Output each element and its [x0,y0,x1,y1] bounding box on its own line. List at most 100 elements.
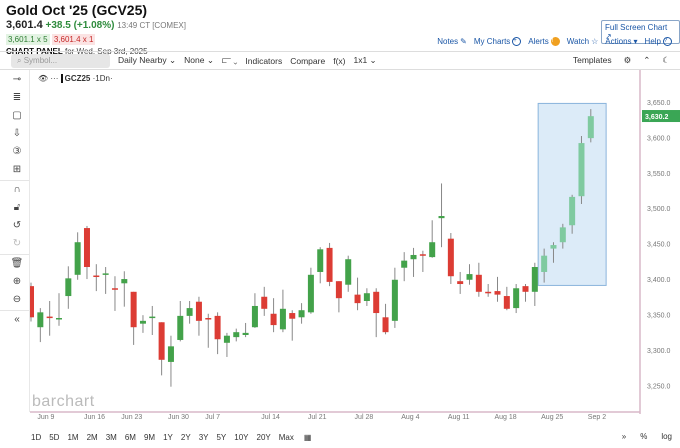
indicators-button[interactable]: Indicators [245,55,283,66]
candle[interactable] [466,264,473,285]
candle[interactable] [363,288,370,306]
candle[interactable] [578,135,585,204]
bar-type-dropdown[interactable]: ⫍ ⌄ [221,55,238,65]
candle[interactable] [111,276,118,311]
candle[interactable] [569,194,576,234]
none-dropdown[interactable]: None ⌄ [184,55,214,65]
fib-tool-icon[interactable]: ≣ [12,92,22,103]
candle[interactable] [485,284,492,297]
range-9m[interactable]: 9M [143,432,156,442]
candle[interactable] [382,303,389,335]
candle[interactable] [503,286,510,311]
candle[interactable] [195,296,202,336]
candle[interactable] [167,335,174,387]
candle[interactable] [475,262,482,297]
watch-link[interactable]: Watch ☆ [567,37,599,46]
log-toggle[interactable]: log [661,432,672,441]
candle[interactable] [74,232,81,280]
candle[interactable] [223,332,230,357]
candle[interactable] [447,233,454,285]
unlock-icon[interactable]: 🔓︎ [13,202,21,213]
expand-icon[interactable]: » [621,432,627,441]
candlestick-chart[interactable]: 3,650.0 3,600.0 3,550.0 3,500.0 3,450.0 3,400… [30,70,680,414]
undo-icon[interactable]: ↺ [12,220,22,231]
compare-button[interactable]: Compare [290,55,326,66]
candle[interactable] [130,291,137,345]
number-tool-icon[interactable]: ③ [12,146,22,157]
range-3m[interactable]: 3M [105,432,117,442]
fx-button[interactable]: f(x) [333,55,346,66]
range-20y[interactable]: 20Y [256,432,271,442]
range-max[interactable]: Max [278,432,294,442]
candle[interactable] [83,225,90,280]
notes-link[interactable]: Notes ✎ [437,37,467,46]
candle[interactable] [298,303,305,324]
candle[interactable] [513,284,520,314]
collapse-icon[interactable]: ⌃ [643,55,651,65]
zoom-out-icon[interactable]: ⊖ [12,294,22,305]
candle[interactable] [335,281,342,313]
candle[interactable] [55,293,62,326]
zoom-in-icon[interactable]: ⊕ [12,276,22,287]
range-1y[interactable]: 1Y [163,432,173,442]
line-tool-icon[interactable]: ⊸ [12,74,22,85]
candle[interactable] [401,252,408,282]
shape-tool-icon[interactable]: ▢ [12,110,22,121]
candle[interactable] [186,301,193,324]
arrow-tool-icon[interactable]: ⇩ [12,128,22,139]
collapse-toolbar-icon[interactable]: « [14,314,20,325]
redo-icon[interactable]: ↻ [12,238,22,249]
candle[interactable] [121,271,128,307]
range-1d[interactable]: 1D [31,432,42,442]
candle[interactable] [326,242,333,287]
candle[interactable] [149,305,156,336]
candle[interactable] [522,284,529,302]
candle[interactable] [345,255,352,292]
candle[interactable] [587,109,594,143]
candle[interactable] [251,293,258,328]
range-1m[interactable]: 1M [67,432,79,442]
candle[interactable] [46,301,53,336]
dark-mode-icon[interactable]: ☾ [662,55,670,65]
trash-icon[interactable]: 🗑︎ [10,258,24,269]
help-link[interactable]: Help? [645,37,672,46]
candle[interactable] [270,298,277,333]
my-charts-link[interactable]: My Charts + [474,37,522,46]
candle[interactable] [531,262,538,306]
candle[interactable] [317,247,324,284]
candle[interactable] [541,248,548,283]
calendar-icon[interactable]: ▦ [303,432,312,442]
candle[interactable] [457,271,464,294]
percent-toggle[interactable]: % [640,432,648,441]
candle[interactable] [177,301,184,342]
eye-icon[interactable]: 👁︎ [38,74,49,83]
candle[interactable] [559,223,566,249]
candle[interactable] [102,267,109,294]
candle[interactable] [139,315,146,333]
candle[interactable] [391,267,398,328]
templates-button[interactable]: Templates [572,55,612,65]
range-3y[interactable]: 3Y [198,432,209,442]
actions-menu[interactable]: Actions ▾ [605,37,637,46]
candle[interactable] [261,286,268,316]
candle[interactable] [279,289,286,333]
candle[interactable] [354,277,361,311]
measure-tool-icon[interactable]: ⊞ [12,164,22,175]
candle[interactable] [494,276,501,302]
candle[interactable] [242,322,249,338]
candle[interactable] [65,266,72,309]
candle[interactable] [289,310,296,341]
candle[interactable] [30,282,34,322]
candle[interactable] [93,264,100,292]
candle[interactable] [373,288,380,338]
candle[interactable] [205,313,212,348]
candle[interactable] [438,183,445,248]
range-5y[interactable]: 5Y [216,432,227,442]
candle[interactable] [429,220,436,258]
range-2y[interactable]: 2Y [180,432,191,442]
candle[interactable] [233,328,240,342]
layout-dropdown[interactable]: 1x1 ⌄ [353,55,377,65]
candle[interactable] [158,322,165,376]
alerts-link[interactable]: Alerts! [528,37,560,46]
candle[interactable] [37,308,44,343]
